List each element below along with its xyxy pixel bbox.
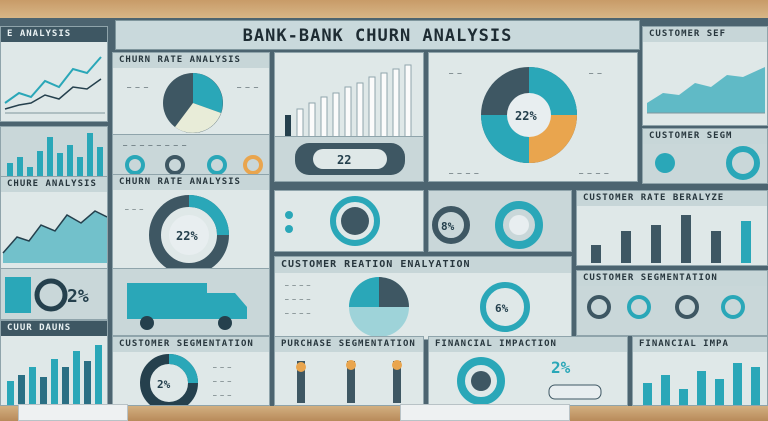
donut-chart: 2% — — — — — — — — — (140, 354, 231, 405)
slider-bars (296, 360, 402, 403)
percent-text: 2% (67, 286, 89, 307)
panel-truck (112, 268, 270, 336)
panel-churn-rate-mid: CHURN RATE ANALYSIS 22% — — — (112, 174, 270, 274)
bar-chart (591, 215, 751, 263)
panel-header: FINANCIAL IMPA (633, 337, 767, 352)
donut-center-label: 2% (157, 378, 171, 391)
gauge-label: 6% (495, 302, 509, 315)
panel-financial-impact: FINANCIAL IMPACTION 2% (428, 336, 628, 406)
bar-chart (7, 345, 102, 405)
paper-sheet-bottom-right (400, 404, 570, 421)
panel-header: CUSTOMER SEGM (643, 129, 767, 144)
svg-text:— — —: — — — (127, 83, 149, 91)
button-label: 22 (337, 153, 351, 167)
panel-big-donut: — — — — 22% — — — — — — — — (428, 52, 638, 182)
svg-text:— — —: — — — (213, 378, 231, 385)
svg-text:— — —: — — — (213, 364, 231, 371)
panel-header: CHURN RATE ANALYSIS (113, 175, 269, 190)
svg-text:— — — — — — — —: — — — — — — — — (123, 141, 187, 149)
bar-chart (643, 363, 760, 405)
line-chart (4, 56, 105, 114)
panel-header: CUSTOMER SEGMENTATION (577, 271, 767, 286)
desk-surface-top (0, 0, 768, 20)
panel-left-top: E ANALYSIS (0, 26, 108, 122)
panel-purchase-segmentation: PURCHASE SEGMENTATION (274, 336, 424, 406)
area-chart (647, 67, 765, 114)
truck-icon (127, 283, 247, 330)
dashboard-board: E ANALYSIS CHURE ANALYSIS (0, 18, 768, 406)
panel-left-bottom: CUUR DAUNS (0, 320, 108, 406)
gauge-row (587, 295, 745, 319)
panel-mid-gauges (274, 190, 424, 252)
gauge-row (655, 146, 760, 180)
svg-text:— — —: — — — (125, 206, 143, 213)
svg-text:— — — —: — — — — (285, 310, 311, 317)
panel-header: CUSTOMER REATION ENALYATION (275, 257, 571, 273)
panel-right-mid: CUSTOMER SEGM (642, 128, 768, 184)
panel-header: CHURE ANALYSIS (1, 177, 107, 192)
donut-chart: — — — — 22% — — — — — — — — (449, 67, 609, 177)
panel-customer-rate: CUSTOMER RATE BERALYZE (576, 190, 768, 266)
desk-surface-bottom (0, 402, 768, 421)
gauge-label: 8% (441, 220, 455, 233)
svg-text:— — —: — — — (237, 83, 259, 91)
svg-text:— — — —: — — — — (579, 169, 609, 177)
panel-metrics-small: — — — — — — — — (112, 134, 270, 178)
svg-text:— — — —: — — — — (285, 282, 311, 289)
panel-financial-impact-right: FINANCIAL IMPA (632, 336, 768, 406)
panel-header: CUSTOMER SEF (643, 27, 767, 42)
percent-widget: 2% (5, 277, 89, 313)
panel-header: FINANCIAL IMPACTION (429, 337, 627, 352)
panel-churn-rate-top: CHURN RATE ANALYSIS — — — — — — (112, 52, 270, 136)
gauge-widget (285, 196, 380, 246)
area-chart (2, 210, 107, 263)
button-widget: 22 (295, 143, 405, 175)
svg-text:— — — —: — — — — (449, 169, 479, 177)
gauge-widget: 8% (432, 201, 543, 249)
svg-text:— —: — — (589, 69, 602, 77)
panel-customer-relation: CUSTOMER REATION ENALYATION — — — — — — … (274, 256, 572, 340)
svg-text:— —: — — (449, 69, 462, 77)
svg-text:— — — —: — — — — (285, 296, 311, 303)
panel-left-percent: 2% (0, 268, 108, 320)
kpi-value: 2% (551, 358, 571, 377)
metric-gauges: — — — — — — — — (123, 141, 263, 175)
pie-and-gauge: — — — — — — — — — — — — 6% (285, 277, 530, 337)
ring-chart: 22% — — — (125, 195, 229, 273)
panel-header: E ANALYSIS (1, 27, 107, 42)
panel-header: CUSTOMER RATE BERALYZE (577, 191, 767, 206)
panel-header: CUSTOMER SEGMENTATION (113, 337, 269, 352)
panel-right-top: CUSTOMER SEF (642, 26, 768, 126)
panel-header: CHURN RATE ANALYSIS (113, 53, 269, 68)
pie-chart: — — — — — — (127, 73, 259, 133)
ring-center-label: 22% (176, 229, 198, 243)
panel-center-button: 22 (274, 136, 424, 182)
dashboard-title: BANK-BANK CHURN ANALYSIS (115, 20, 640, 50)
panel-customer-segmentation-right: CUSTOMER SEGMENTATION (576, 270, 768, 336)
panel-header: PURCHASE SEGMENTATION (275, 337, 423, 352)
svg-text:— — —: — — — (213, 392, 231, 399)
donut-center-label: 22% (515, 109, 537, 123)
panel-mid-gauge-right: 8% (428, 190, 572, 252)
panel-left-mid: CHURE ANALYSIS (0, 176, 108, 276)
kpi-widget: 2% (457, 357, 602, 405)
panel-header: CUUR DAUNS (1, 321, 107, 336)
paper-sheet-bottom (18, 404, 128, 421)
panel-customer-segmentation: CUSTOMER SEGMENTATION 2% — — — — — — — —… (112, 336, 270, 406)
